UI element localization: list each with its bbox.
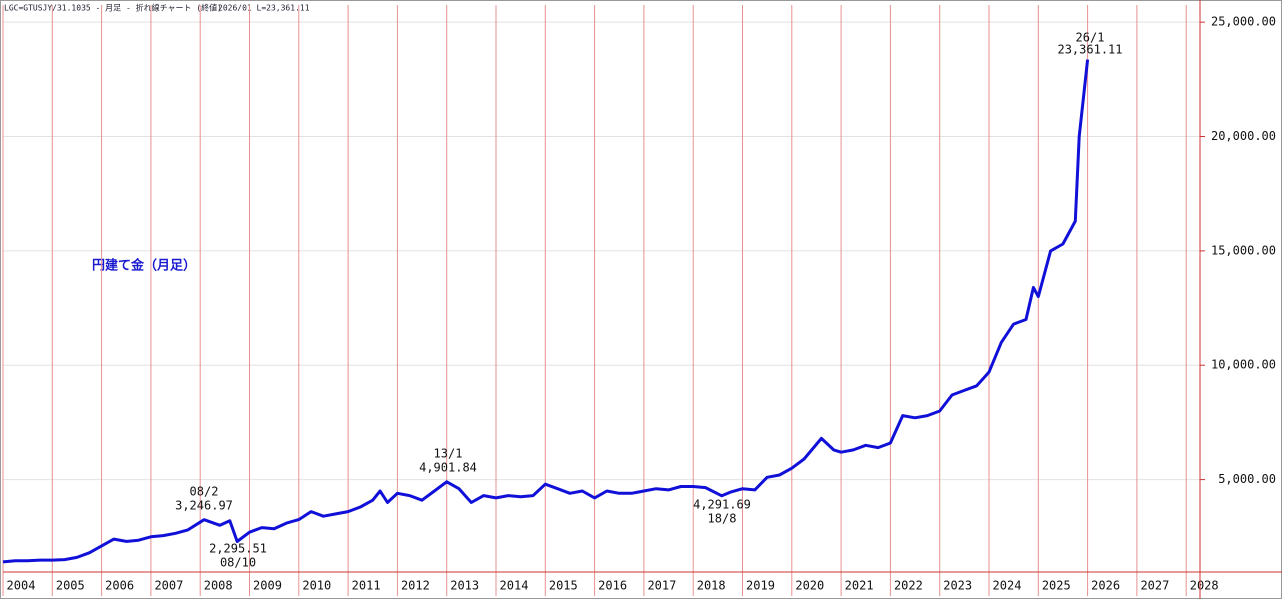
- y-tick-label: 25,000.00: [1211, 15, 1276, 29]
- header-value: 2026/01 L=23,361.11: [218, 4, 310, 13]
- x-tick-label: 2015: [549, 579, 578, 593]
- x-tick-label: 2009: [253, 579, 282, 593]
- x-tick-label: 2028: [1190, 579, 1219, 593]
- annotation: 08/2: [190, 485, 219, 499]
- x-tick-label: 2005: [56, 579, 85, 593]
- x-tick-label: 2012: [401, 579, 430, 593]
- x-tick-label: 2010: [302, 579, 331, 593]
- x-tick-label: 2021: [845, 579, 874, 593]
- annotation: 26/1: [1076, 31, 1105, 45]
- x-tick-label: 2014: [500, 579, 529, 593]
- y-tick-label: 5,000.00: [1218, 472, 1276, 486]
- x-tick-label: 2013: [450, 579, 479, 593]
- annotation: 4,291.69: [693, 498, 751, 512]
- x-tick-label: 2023: [943, 579, 972, 593]
- annotation: 18/8: [708, 512, 737, 526]
- annotation: 23,361.11: [1057, 43, 1122, 57]
- x-tick-label: 2017: [647, 579, 676, 593]
- x-tick-label: 2004: [7, 579, 36, 593]
- x-tick-label: 2026: [1091, 579, 1120, 593]
- y-tick-label: 15,000.00: [1211, 243, 1276, 257]
- x-tick-label: 2007: [154, 579, 183, 593]
- header: LGC=GTUSJY/31.1035 - 月足 - 折れ線チャート (終値): [4, 3, 222, 13]
- y-tick-label: 20,000.00: [1211, 129, 1276, 143]
- x-tick-label: 2016: [598, 579, 627, 593]
- x-tick-label: 2018: [697, 579, 726, 593]
- x-tick-label: 2022: [894, 579, 923, 593]
- annotation: 3,246.97: [175, 499, 233, 513]
- x-tick-label: 2006: [105, 579, 134, 593]
- series-line: [2, 59, 1090, 564]
- x-tick-label: 2019: [746, 579, 775, 593]
- x-tick-label: 2027: [1140, 579, 1169, 593]
- x-tick-label: 2024: [993, 579, 1022, 593]
- annotation: 4,901.84: [419, 461, 477, 475]
- x-tick-label: 2025: [1042, 579, 1071, 593]
- x-tick-label: 2011: [352, 579, 381, 593]
- y-tick-label: 10,000.00: [1211, 358, 1276, 372]
- annotation: 2,295.51: [209, 542, 267, 556]
- x-tick-label: 2008: [204, 579, 233, 593]
- annotation: 13/1: [434, 447, 463, 461]
- x-tick-label: 2020: [795, 579, 824, 593]
- annotation: 08/10: [220, 556, 256, 570]
- chart-label: 円建て金（月足）: [92, 258, 196, 274]
